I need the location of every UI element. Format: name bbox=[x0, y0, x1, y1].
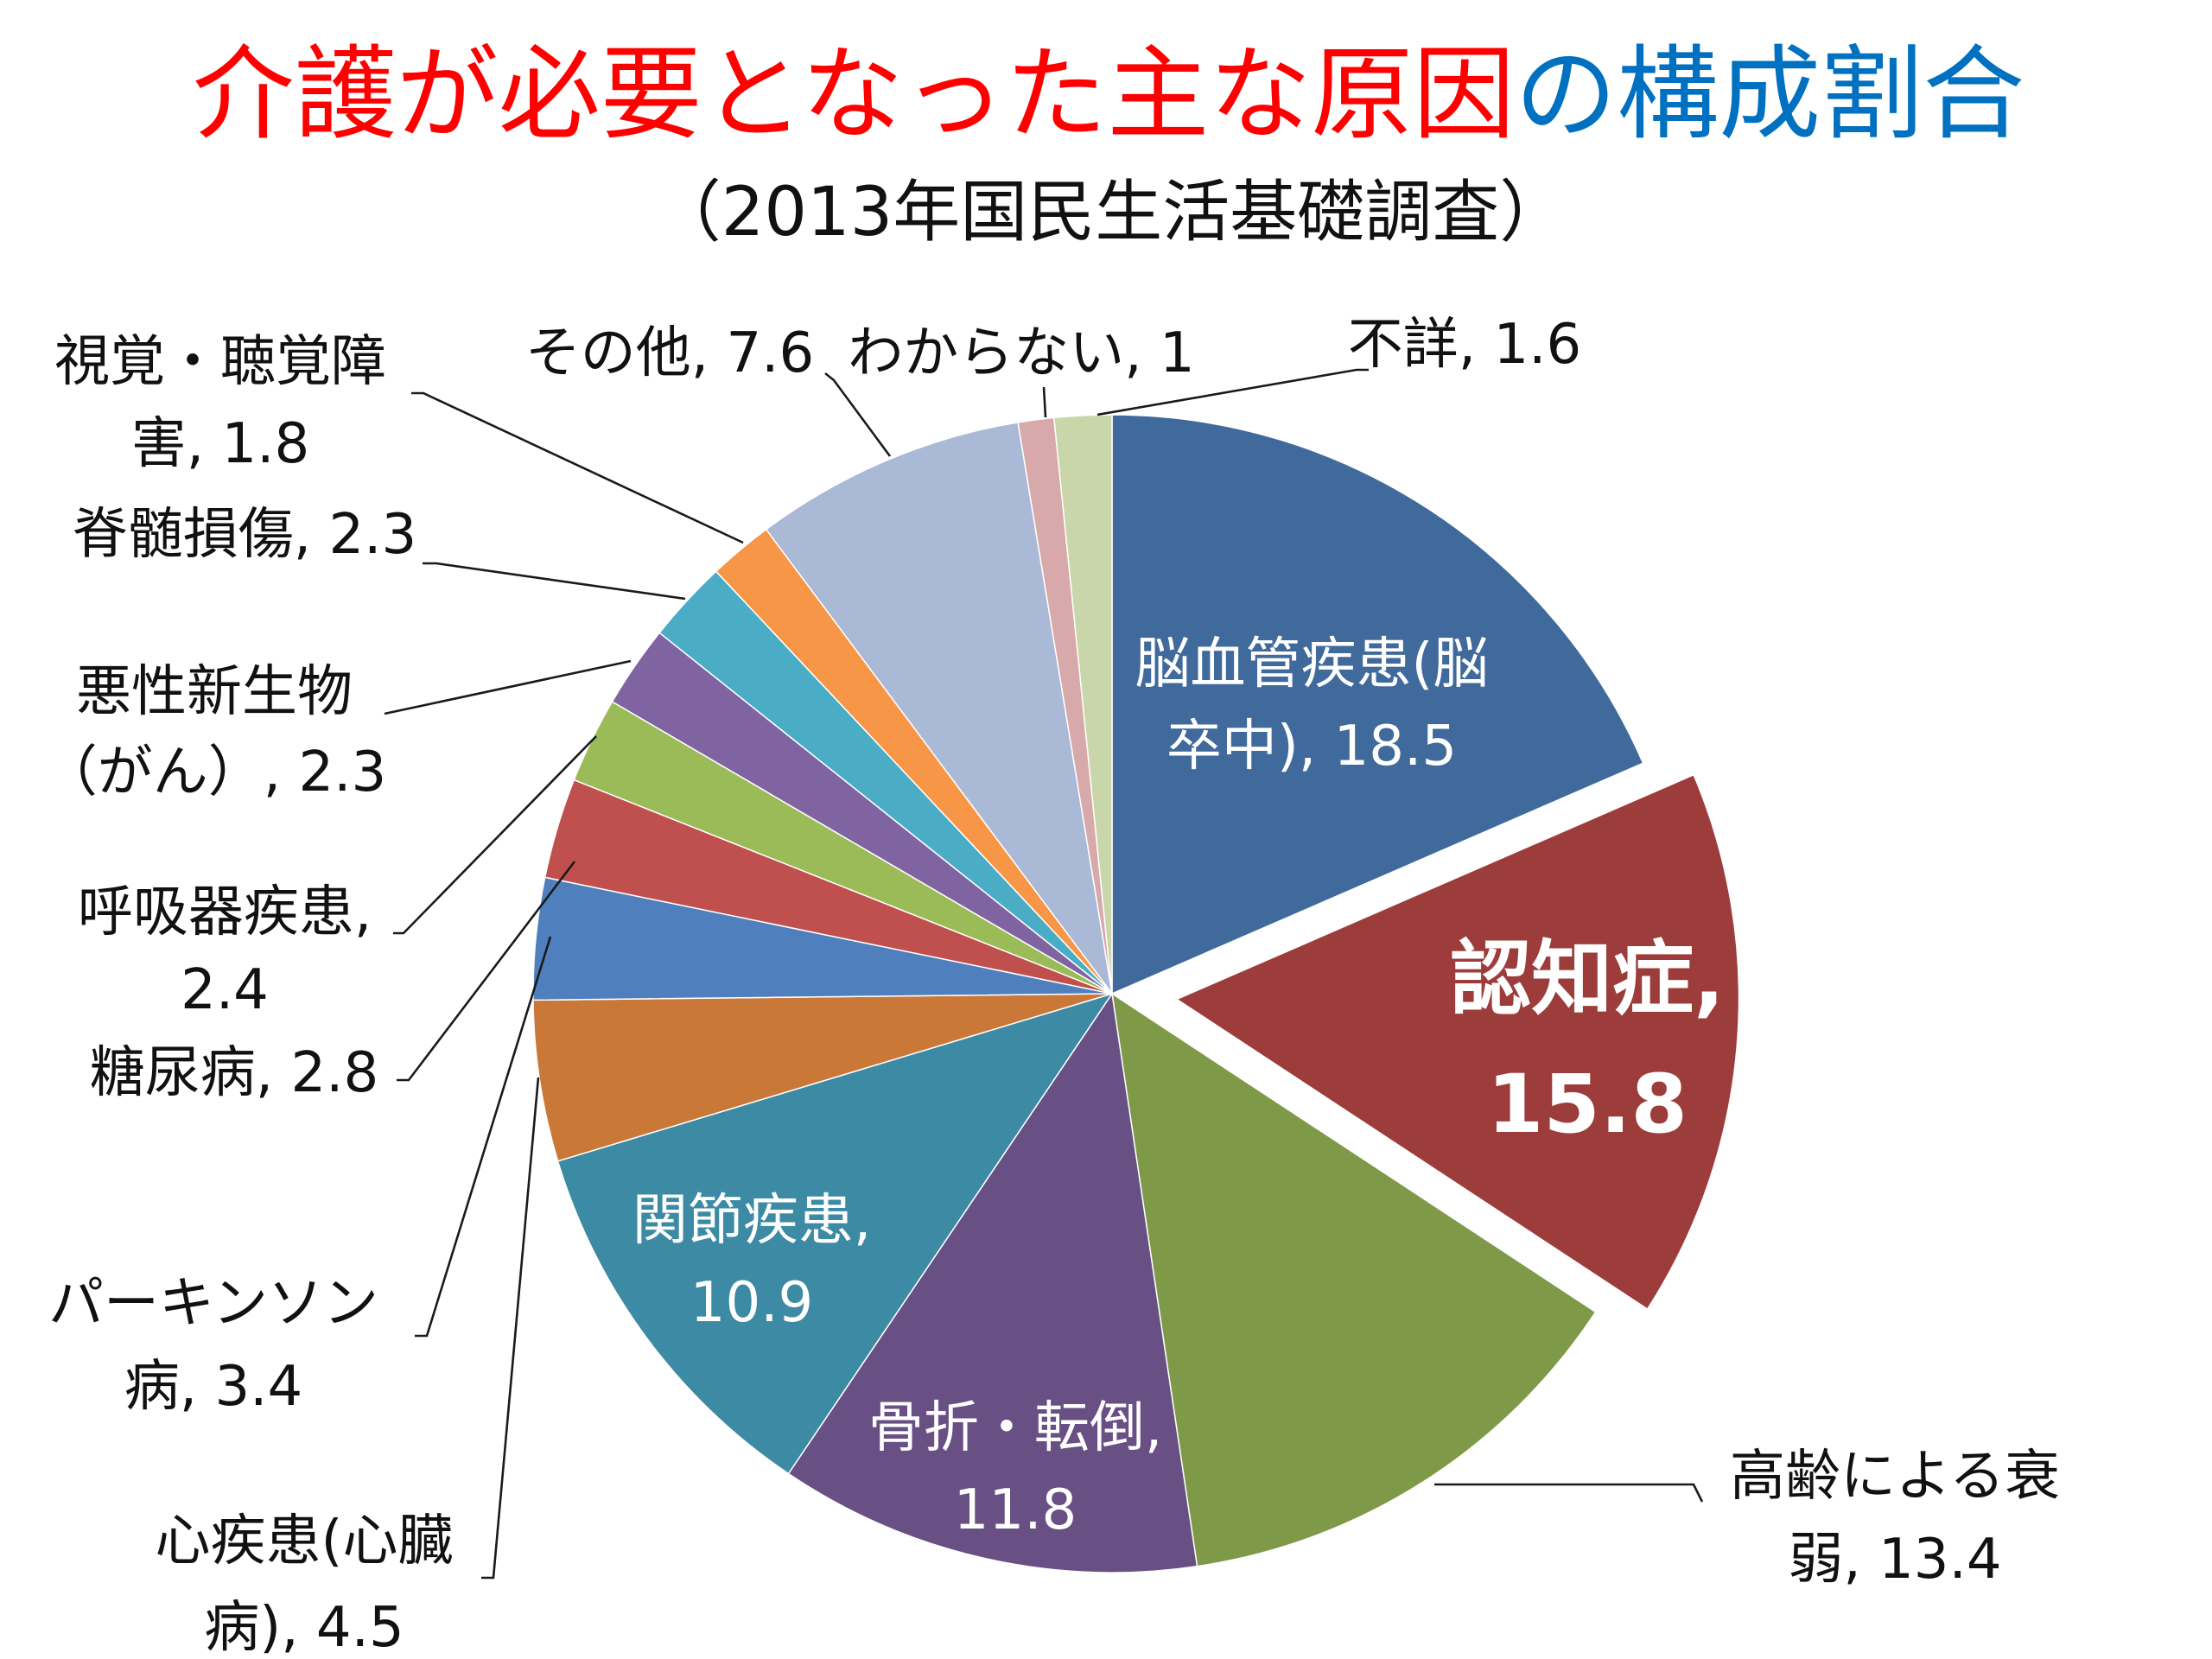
pie-slices bbox=[532, 414, 1751, 1573]
slice-label-6-line-0: パーキンソン bbox=[48, 1272, 378, 1336]
slice-label-13: わからない, 1 bbox=[848, 321, 1194, 385]
slice-0 bbox=[1111, 414, 1644, 995]
slice-label-0-line-0: 脳血管疾患(脳 bbox=[1135, 632, 1489, 696]
slice-label-11-line-0: 視覚・聴覚障 bbox=[54, 330, 386, 394]
chart-title-part2: の構成割合 bbox=[1515, 35, 2024, 154]
chart-title-part1: 介護が必要となった主な原因 bbox=[193, 35, 1515, 154]
slice-4 bbox=[556, 993, 1113, 1475]
slice-label-14: 不詳, 1.6 bbox=[1348, 313, 1581, 377]
slice-label-1-line-0: 認知症, bbox=[1450, 932, 1725, 1027]
slice-2 bbox=[1111, 993, 1597, 1567]
slice-label-4: 関節疾患, 10.9 bbox=[632, 1189, 871, 1335]
leader-line-9 bbox=[384, 659, 632, 715]
slice-label-7: 糖尿病, 2.8 bbox=[90, 1041, 378, 1105]
leader-line-2 bbox=[1434, 1483, 1704, 1503]
leader-line-8 bbox=[393, 735, 597, 935]
leader-line-13 bbox=[1042, 386, 1047, 418]
slice-label-7-line-0: 糖尿病, 2.8 bbox=[90, 1041, 378, 1105]
slice-label-1-line-1: 15.8 bbox=[1487, 1058, 1688, 1152]
slice-label-1: 認知症, 15.8 bbox=[1450, 932, 1725, 1152]
slice-label-11-line-1: 害, 1.8 bbox=[131, 412, 309, 476]
slice-label-3-line-1: 11.8 bbox=[954, 1478, 1077, 1542]
slice-5 bbox=[532, 993, 1113, 1162]
slice-label-11: 視覚・聴覚障害, 1.8 bbox=[54, 330, 386, 476]
slice-label-5-line-0: 心疾患(心臓 bbox=[156, 1510, 454, 1573]
leader-line-5 bbox=[481, 1077, 540, 1580]
slice-14 bbox=[1053, 414, 1113, 995]
slice-label-10-line-0: 脊髄損傷, 2.3 bbox=[73, 503, 416, 567]
slice-label-3-line-0: 骨折・転倒, bbox=[868, 1396, 1162, 1460]
slice-12 bbox=[765, 422, 1113, 995]
slice-label-8-line-0: 呼吸器疾患, bbox=[78, 880, 372, 944]
slice-label-14-line-0: 不詳, 1.6 bbox=[1348, 313, 1581, 377]
leader-line-12 bbox=[824, 372, 892, 457]
slice-label-9-line-0: 悪性新生物 bbox=[76, 660, 353, 724]
slice-label-2: 高齢による衰弱, 13.4 bbox=[1730, 1445, 2060, 1592]
slice-label-5: 心疾患(心臓病), 4.5 bbox=[156, 1510, 454, 1659]
slice-label-0-line-1: 卒中), 18.5 bbox=[1166, 715, 1457, 779]
slice-label-2-line-1: 弱, 13.4 bbox=[1788, 1528, 2001, 1592]
slice-label-9: 悪性新生物 （がん）, 2.3 bbox=[42, 660, 386, 804]
slice-label-4-line-0: 関節疾患, bbox=[632, 1189, 871, 1253]
slice-label-6: パーキンソン病, 3.4 bbox=[48, 1272, 378, 1419]
slice-label-8: 呼吸器疾患, 2.4 bbox=[78, 880, 372, 1022]
chart-subtitle: （2013年国民生活基礎調査） bbox=[654, 174, 1567, 251]
leader-line-7 bbox=[397, 861, 576, 1082]
leader-line-10 bbox=[423, 562, 686, 601]
slice-label-3: 骨折・転倒, 11.8 bbox=[868, 1396, 1162, 1542]
slice-label-13-line-0: わからない, 1 bbox=[848, 321, 1194, 385]
slice-label-0: 脳血管疾患(脳卒中), 18.5 bbox=[1135, 632, 1489, 779]
leader-line-11 bbox=[411, 391, 744, 544]
slice-label-9-line-1: （がん）, 2.3 bbox=[42, 741, 386, 804]
slice-label-10: 脊髄損傷, 2.3 bbox=[73, 503, 416, 567]
slice-label-6-line-1: 病, 3.4 bbox=[124, 1355, 302, 1419]
chart-title: 介護が必要となった主な原因の構成割合 bbox=[193, 35, 2024, 154]
slice-label-12-line-0: その他, 7.6 bbox=[525, 321, 814, 385]
slice-label-5-line-1: 病), 4.5 bbox=[204, 1596, 404, 1659]
slice-labels: 脳血管疾患(脳卒中), 18.5 認知症, 15.8 高齢による衰弱, 13.4 骨折・… bbox=[42, 313, 2060, 1659]
leader-line-6 bbox=[415, 936, 552, 1338]
slice-label-12: その他, 7.6 bbox=[525, 321, 814, 385]
leader-line-14 bbox=[1096, 368, 1369, 416]
slice-label-2-line-0: 高齢による衰 bbox=[1730, 1445, 2060, 1509]
slice-label-4-line-1: 10.9 bbox=[690, 1271, 814, 1335]
slice-3 bbox=[787, 993, 1198, 1573]
slice-label-8-line-1: 2.4 bbox=[181, 958, 269, 1022]
chart-titles: 介護が必要となった主な原因の構成割合 （2013年国民生活基礎調査） bbox=[193, 35, 2024, 251]
slice-1 bbox=[1159, 761, 1751, 1323]
leader-lines bbox=[384, 368, 1704, 1580]
